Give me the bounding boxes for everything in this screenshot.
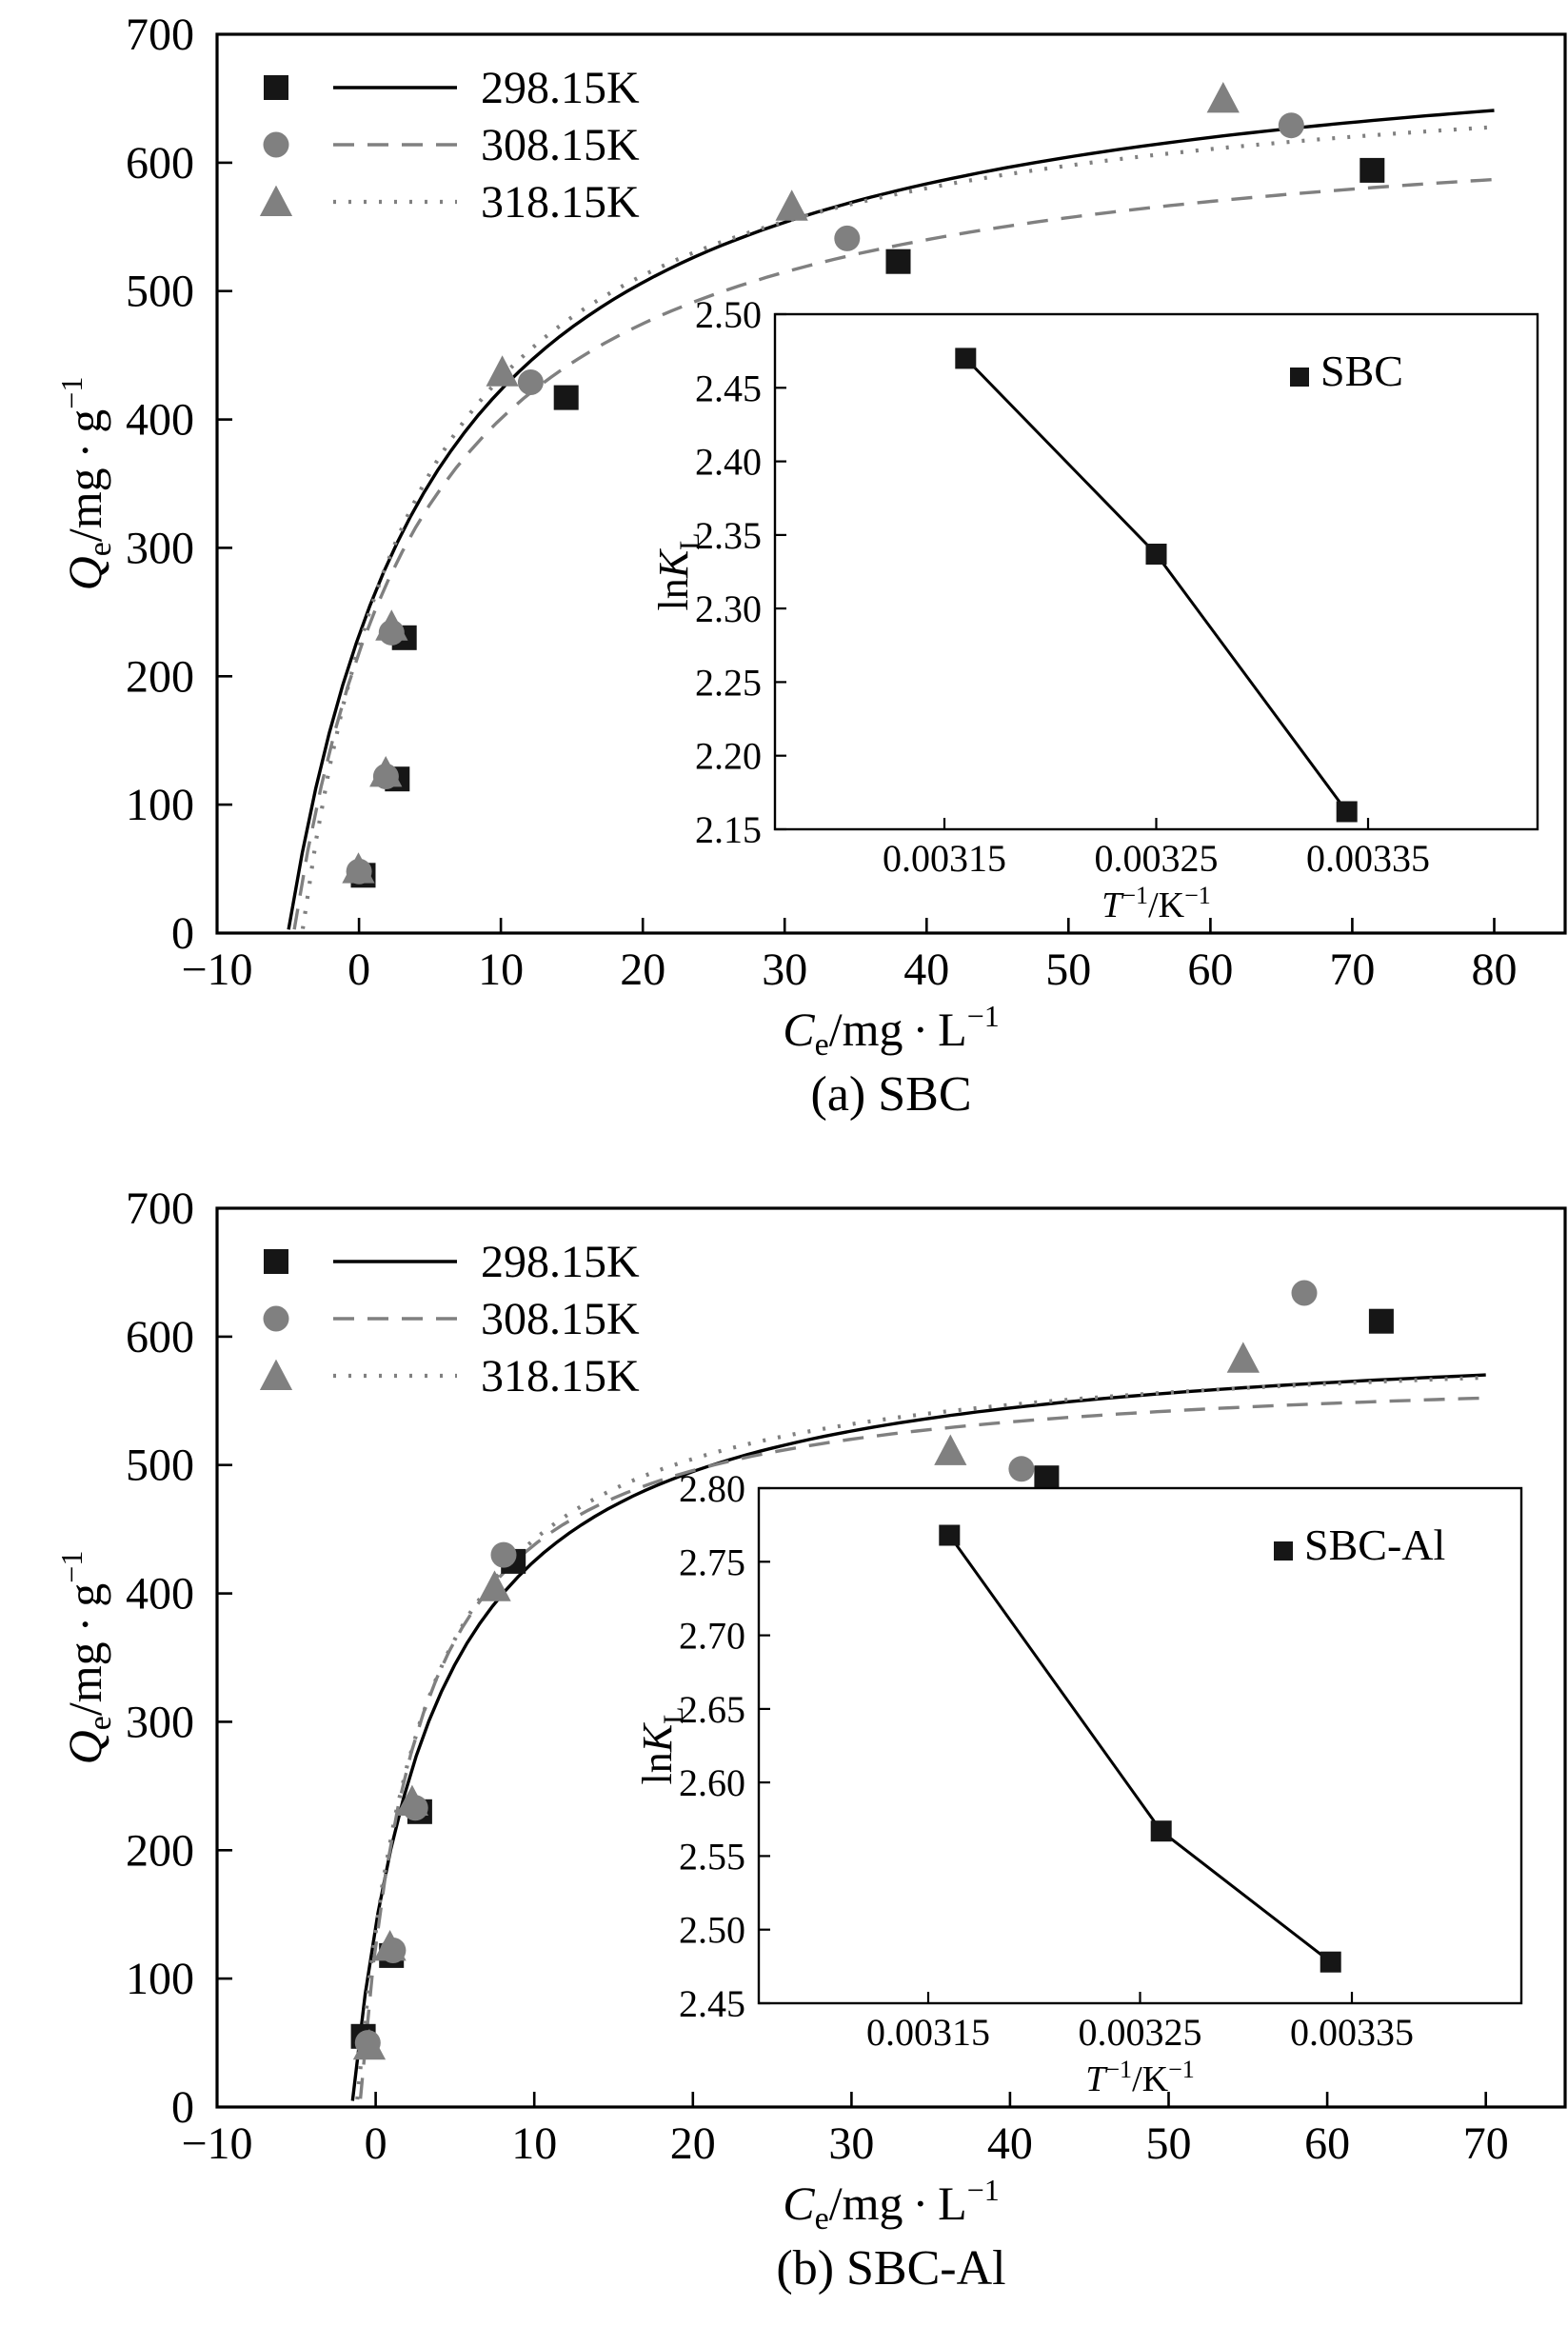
svg-text:0.00315: 0.00315: [883, 837, 1006, 880]
svg-text:500: 500: [126, 267, 194, 317]
svg-text:60: 60: [1304, 2118, 1350, 2169]
svg-text:50: 50: [1045, 944, 1091, 995]
svg-text:500: 500: [126, 1441, 194, 1491]
svg-text:10: 10: [478, 944, 524, 995]
svg-text:2.45: 2.45: [695, 367, 762, 409]
svg-text:(a) SBC: (a) SBC: [811, 1067, 972, 1122]
svg-text:40: 40: [903, 944, 949, 995]
svg-text:50: 50: [1146, 2118, 1192, 2169]
svg-text:318.15K: 318.15K: [481, 1351, 640, 1402]
svg-text:0: 0: [365, 2118, 387, 2169]
svg-text:0: 0: [347, 944, 370, 995]
svg-text:20: 20: [620, 944, 665, 995]
svg-text:2.50: 2.50: [695, 293, 762, 336]
svg-text:700: 700: [126, 10, 194, 60]
svg-text:2.60: 2.60: [679, 1761, 745, 1804]
svg-text:0.00335: 0.00335: [1306, 837, 1430, 880]
svg-text:400: 400: [126, 1569, 194, 1620]
svg-text:40: 40: [987, 2118, 1033, 2169]
svg-text:300: 300: [126, 1697, 194, 1747]
svg-text:2.70: 2.70: [679, 1615, 745, 1658]
svg-text:0.00335: 0.00335: [1290, 2011, 1414, 2054]
svg-text:2.45: 2.45: [679, 1982, 745, 2025]
svg-text:0.00325: 0.00325: [1095, 837, 1219, 880]
svg-text:2.40: 2.40: [695, 441, 762, 484]
svg-text:298.15K: 298.15K: [481, 1237, 640, 1287]
svg-text:20: 20: [670, 2118, 716, 2169]
svg-text:2.20: 2.20: [695, 735, 762, 778]
svg-text:(b) SBC-Al: (b) SBC-Al: [776, 2241, 1005, 2296]
svg-text:−10: −10: [181, 944, 252, 995]
svg-text:70: 70: [1329, 944, 1375, 995]
svg-text:80: 80: [1472, 944, 1518, 995]
svg-text:100: 100: [126, 1954, 194, 2004]
svg-text:2.30: 2.30: [695, 587, 762, 630]
svg-text:300: 300: [126, 523, 194, 573]
svg-text:2.55: 2.55: [679, 1835, 745, 1878]
svg-text:2.15: 2.15: [695, 808, 762, 851]
svg-text:30: 30: [828, 2118, 874, 2169]
svg-text:0.00325: 0.00325: [1079, 2011, 1202, 2054]
svg-text:2.80: 2.80: [679, 1467, 745, 1510]
svg-text:0.00315: 0.00315: [866, 2011, 990, 2054]
svg-text:2.50: 2.50: [679, 1909, 745, 1952]
svg-text:30: 30: [762, 944, 807, 995]
svg-text:298.15K: 298.15K: [481, 63, 640, 113]
svg-text:308.15K: 308.15K: [481, 1294, 640, 1344]
svg-text:308.15K: 308.15K: [481, 120, 640, 170]
svg-text:2.25: 2.25: [695, 661, 762, 704]
svg-text:60: 60: [1187, 944, 1233, 995]
svg-text:SBC: SBC: [1320, 347, 1403, 395]
svg-text:600: 600: [126, 138, 194, 189]
svg-text:100: 100: [126, 780, 194, 830]
svg-text:70: 70: [1463, 2118, 1509, 2169]
svg-text:10: 10: [511, 2118, 557, 2169]
svg-text:200: 200: [126, 1825, 194, 1876]
svg-text:600: 600: [126, 1312, 194, 1362]
svg-text:SBC-Al: SBC-Al: [1304, 1521, 1445, 1569]
svg-text:700: 700: [126, 1183, 194, 1234]
svg-text:2.75: 2.75: [679, 1541, 745, 1583]
svg-text:−10: −10: [181, 2118, 252, 2169]
svg-text:200: 200: [126, 651, 194, 702]
svg-text:400: 400: [126, 395, 194, 446]
svg-text:318.15K: 318.15K: [481, 177, 640, 228]
